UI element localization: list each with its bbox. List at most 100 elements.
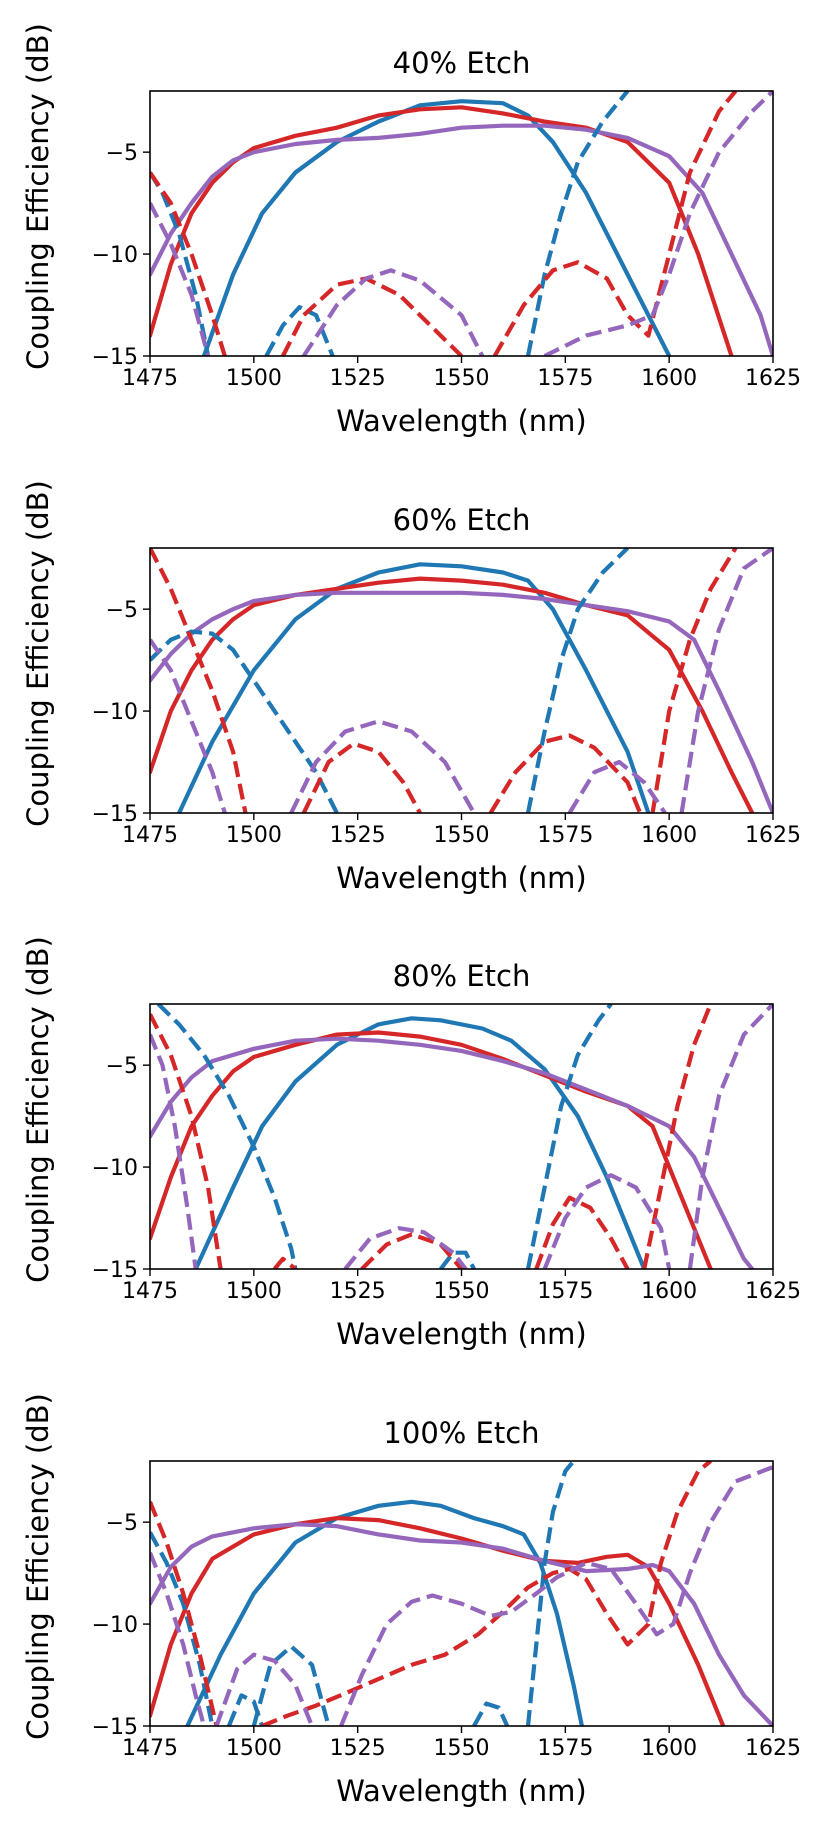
chart-title: 40% Etch — [393, 46, 531, 80]
chart-title: 80% Etch — [393, 959, 531, 993]
series-line-dashed-10 — [534, 1195, 630, 1269]
series-line-solid-3 — [150, 1036, 755, 1269]
x-tick-label: 1600 — [641, 366, 697, 391]
series-line-dashed-15 — [687, 1004, 773, 1269]
series-group — [150, 1004, 773, 1269]
x-tick-label: 1500 — [226, 366, 282, 391]
chart-panel-2: 1475 1500 1525 1550 1575 1600 1625 −15 −10 −5 60% … — [21, 480, 801, 895]
x-tick-label: 1600 — [641, 1736, 697, 1761]
x-tick-label: 1500 — [226, 1736, 282, 1761]
chart-panel-3: 1475 1500 1525 1550 1575 1600 1625 −15 −10 −5 80% … — [21, 936, 801, 1351]
x-tick-label: 1525 — [330, 366, 386, 391]
series-line-dashed-6 — [525, 91, 630, 356]
y-axis-label: Coupling Efficiency (dB) — [21, 23, 55, 370]
x-tick-label: 1475 — [122, 1279, 178, 1304]
y-tick-label: −5 — [106, 598, 138, 623]
series-line-dashed-11 — [289, 719, 476, 813]
x-axis-label: Wavelength (nm) — [336, 861, 587, 895]
series-line-dashed-7 — [301, 741, 422, 813]
series-line-dashed-13 — [343, 1226, 468, 1269]
series-line-dashed-9 — [150, 1501, 219, 1726]
series-line-solid-3 — [150, 590, 773, 813]
series-line-dashed-11 — [642, 1004, 713, 1269]
series-line-solid-2 — [150, 1030, 713, 1269]
x-tick-label: 1625 — [745, 1279, 801, 1304]
x-tick-label: 1525 — [330, 823, 386, 848]
series-line-dashed-5 — [264, 305, 335, 356]
series-line-dashed-7 — [472, 1701, 510, 1726]
series-line-solid-1 — [185, 1499, 584, 1726]
series-line-dashed-5 — [525, 548, 630, 813]
y-tick-label: −10 — [92, 1156, 138, 1181]
y-tick-label: −15 — [92, 1258, 138, 1283]
y-tick-label: −5 — [106, 1511, 138, 1536]
x-tick-label: 1475 — [122, 823, 178, 848]
series-line-dashed-8 — [272, 1256, 297, 1269]
y-tick-label: −10 — [92, 700, 138, 725]
series-line-dashed-9 — [650, 548, 738, 813]
x-tick-label: 1500 — [226, 823, 282, 848]
y-tick-label: −10 — [92, 243, 138, 268]
series-group — [150, 548, 773, 813]
series-line-dashed-13 — [679, 548, 773, 813]
y-tick-label: −15 — [92, 802, 138, 827]
x-tick-label: 1475 — [122, 366, 178, 391]
x-axis-label: Wavelength (nm) — [336, 1774, 587, 1808]
y-axis-label: Coupling Efficiency (dB) — [21, 936, 55, 1283]
series-line-dashed-12 — [214, 1652, 314, 1726]
chart-panel-1: 1475 1500 1525 1550 1575 1600 1625 −15 −10 −5 40% … — [21, 23, 801, 438]
series-line-dashed-12 — [567, 759, 667, 813]
chart-title: 100% Etch — [383, 1416, 539, 1450]
x-tick-label: 1625 — [745, 823, 801, 848]
x-tick-label: 1575 — [537, 1736, 593, 1761]
x-tick-label: 1475 — [122, 1736, 178, 1761]
series-line-dashed-8 — [525, 1461, 576, 1726]
series-line-dashed-9 — [492, 91, 738, 356]
x-axis-label: Wavelength (nm) — [336, 1317, 587, 1351]
x-tick-label: 1575 — [537, 366, 593, 391]
series-line-solid-1 — [201, 99, 672, 356]
y-tick-label: −5 — [106, 1054, 138, 1079]
series-line-dashed-12 — [150, 1033, 198, 1269]
series-line-dashed-10 — [261, 1461, 713, 1726]
x-tick-label: 1525 — [330, 1279, 386, 1304]
x-tick-label: 1625 — [745, 1736, 801, 1761]
series-line-solid-2 — [150, 576, 755, 813]
series-line-dashed-14 — [542, 1173, 672, 1269]
chart-panel-4: 1475 1500 1525 1550 1575 1600 1625 −15 −10 −5 100%… — [21, 1393, 801, 1808]
series-line-solid-1 — [177, 562, 651, 813]
series-line-dashed-7 — [150, 1013, 223, 1269]
x-tick-label: 1575 — [537, 1279, 593, 1304]
series-group — [150, 1461, 773, 1726]
series-line-dashed-5 — [439, 1250, 476, 1269]
plot-frame — [149, 547, 774, 814]
plot-frame — [149, 1460, 774, 1727]
y-axis-label: Coupling Efficiency (dB) — [21, 1393, 55, 1740]
x-tick-label: 1600 — [641, 823, 697, 848]
x-tick-label: 1550 — [434, 823, 490, 848]
series-line-solid-3 — [150, 1522, 773, 1726]
series-line-dashed-11 — [150, 1551, 207, 1726]
series-line-dashed-10 — [150, 202, 211, 356]
x-tick-label: 1550 — [434, 366, 490, 391]
x-tick-label: 1600 — [641, 1279, 697, 1304]
x-tick-label: 1575 — [537, 823, 593, 848]
series-line-dashed-11 — [301, 268, 485, 356]
series-line-dashed-4 — [150, 629, 339, 813]
series-line-dashed-4 — [156, 1004, 298, 1269]
series-line-dashed-4 — [150, 1531, 215, 1726]
y-tick-label: −15 — [92, 1715, 138, 1740]
series-group — [150, 91, 773, 356]
series-line-dashed-8 — [488, 733, 643, 813]
x-tick-label: 1550 — [434, 1279, 490, 1304]
x-tick-label: 1500 — [226, 1279, 282, 1304]
x-tick-label: 1525 — [330, 1736, 386, 1761]
series-line-solid-3 — [150, 123, 773, 356]
series-line-dashed-12 — [543, 91, 773, 356]
series-line-dashed-10 — [150, 638, 227, 813]
series-line-dashed-6 — [150, 548, 248, 813]
series-line-solid-2 — [150, 105, 734, 356]
series-line-dashed-6 — [251, 1644, 331, 1726]
series-line-dashed-9 — [360, 1232, 464, 1269]
